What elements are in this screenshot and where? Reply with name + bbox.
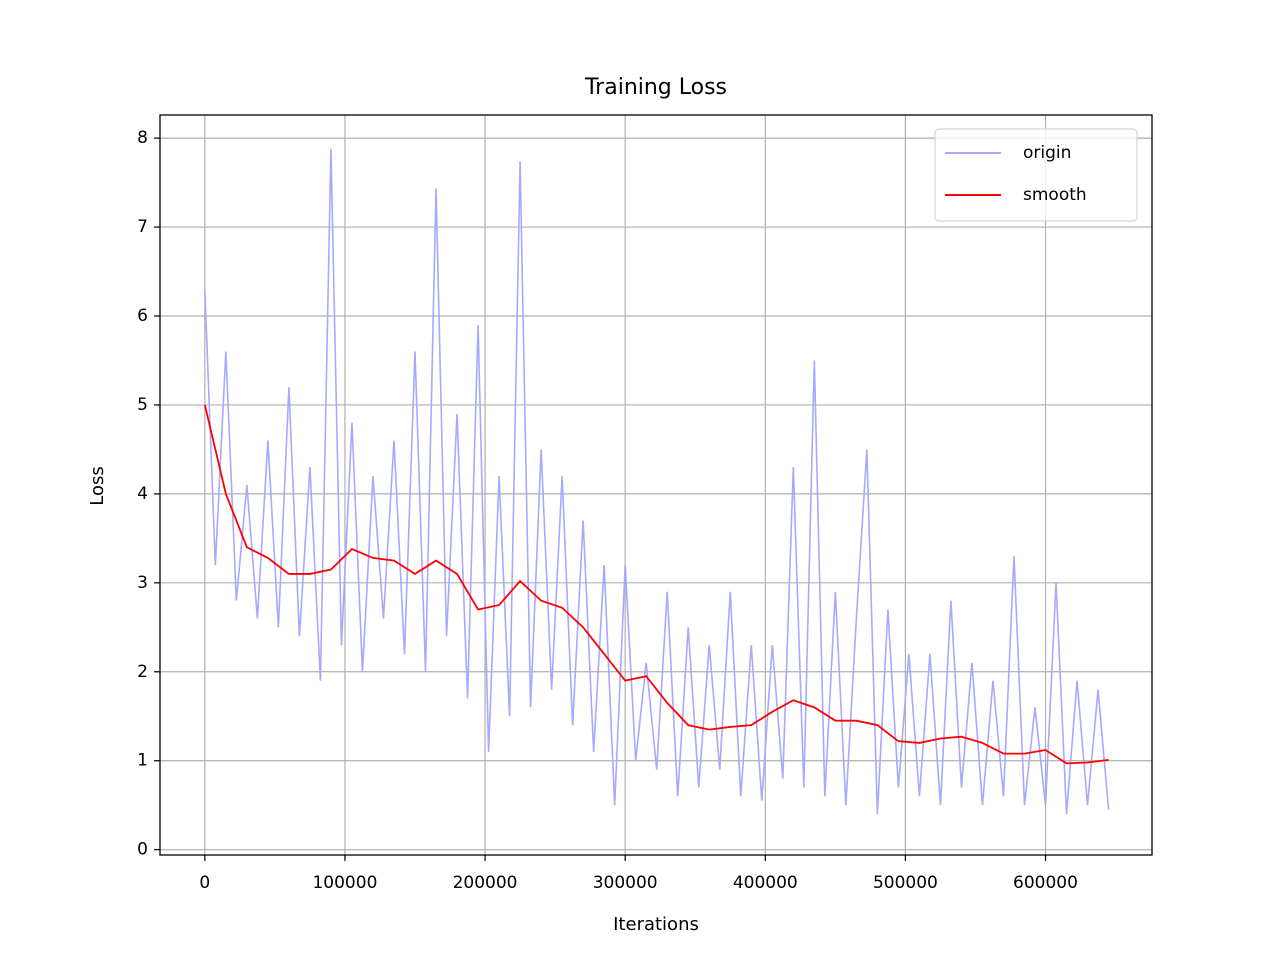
x-tick-label: 400000: [733, 873, 798, 893]
y-tick-label: 2: [137, 662, 148, 682]
y-tick-label: 1: [137, 751, 148, 771]
y-tick-label: 0: [137, 840, 148, 860]
legend-label: origin: [1023, 143, 1071, 163]
series-line: [204, 148, 1110, 815]
plot-frame: [159, 114, 1153, 856]
y-tick-label: 5: [137, 395, 148, 415]
x-tick-label: 200000: [453, 873, 518, 893]
x-tick-label: 500000: [873, 873, 938, 893]
legend-label: smooth: [1023, 185, 1087, 205]
legend: origin smooth: [934, 128, 1138, 222]
x-tick-label: 0: [199, 873, 210, 893]
x-axis-label: Iterations: [613, 914, 699, 935]
series-line: [203, 404, 1109, 765]
y-tick-label: 3: [137, 573, 148, 593]
y-tick-label: 6: [137, 306, 148, 326]
y-axis-label: Loss: [87, 466, 108, 505]
x-tick-label: 300000: [593, 873, 658, 893]
y-tick-label: 8: [137, 128, 148, 148]
y-tick-label: 4: [137, 484, 148, 504]
x-tick-label: 600000: [1013, 873, 1078, 893]
chart-title: Training Loss: [584, 75, 727, 100]
y-tick-label: 7: [137, 217, 148, 237]
x-tick-label: 100000: [312, 873, 377, 893]
